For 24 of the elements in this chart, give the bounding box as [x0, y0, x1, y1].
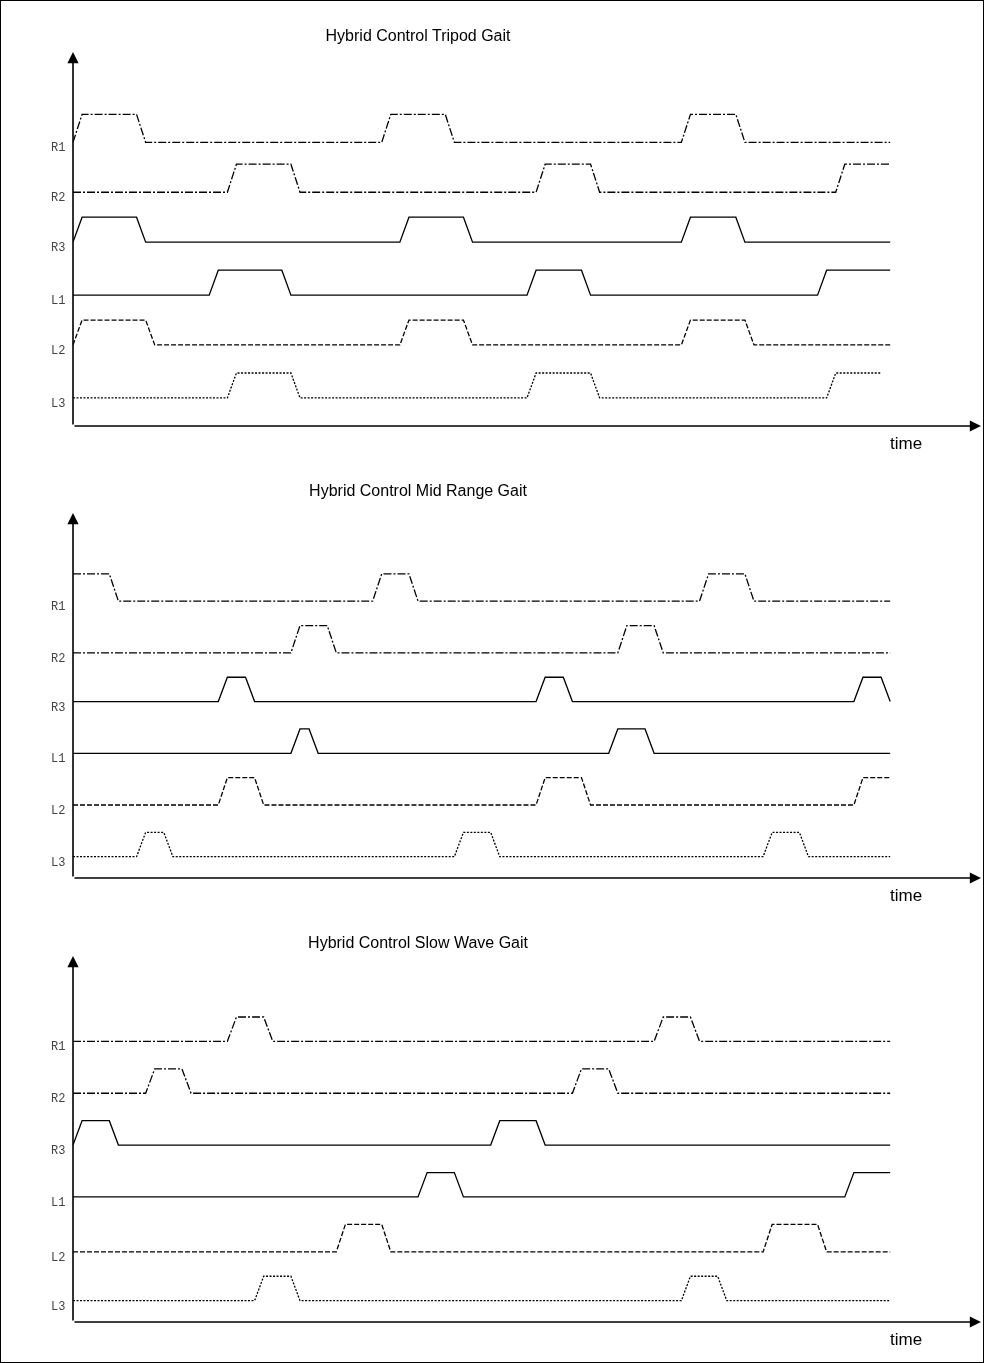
chart-title: Hybrid Control Mid Range Gait: [309, 481, 528, 499]
chart-title: Hybrid Control Tripod Gait: [325, 26, 512, 44]
series-label: L3: [51, 856, 66, 870]
series-label: R1: [51, 1040, 66, 1054]
series-label: R2: [51, 1092, 66, 1106]
series-label: R2: [51, 191, 66, 205]
series-label: R1: [51, 141, 66, 155]
series-label: R3: [51, 241, 66, 255]
series-label: L1: [51, 752, 66, 766]
series-label: R3: [51, 1144, 66, 1158]
series-label: L3: [51, 1300, 66, 1314]
series-label: L1: [51, 1196, 66, 1210]
chart-title: Hybrid Control Slow Wave Gait: [308, 933, 529, 951]
series-label: L2: [51, 1251, 66, 1265]
series-label: L3: [51, 397, 66, 411]
series-label: L2: [51, 344, 66, 358]
series-label: R2: [51, 652, 66, 666]
series-label: R3: [51, 701, 66, 715]
text: R1: [51, 600, 66, 614]
x-axis-title: time: [890, 886, 923, 905]
x-axis-title: time: [890, 1330, 923, 1349]
series-label: L1: [51, 294, 66, 308]
x-axis-title: time: [890, 434, 923, 453]
series-label: L2: [51, 804, 66, 818]
